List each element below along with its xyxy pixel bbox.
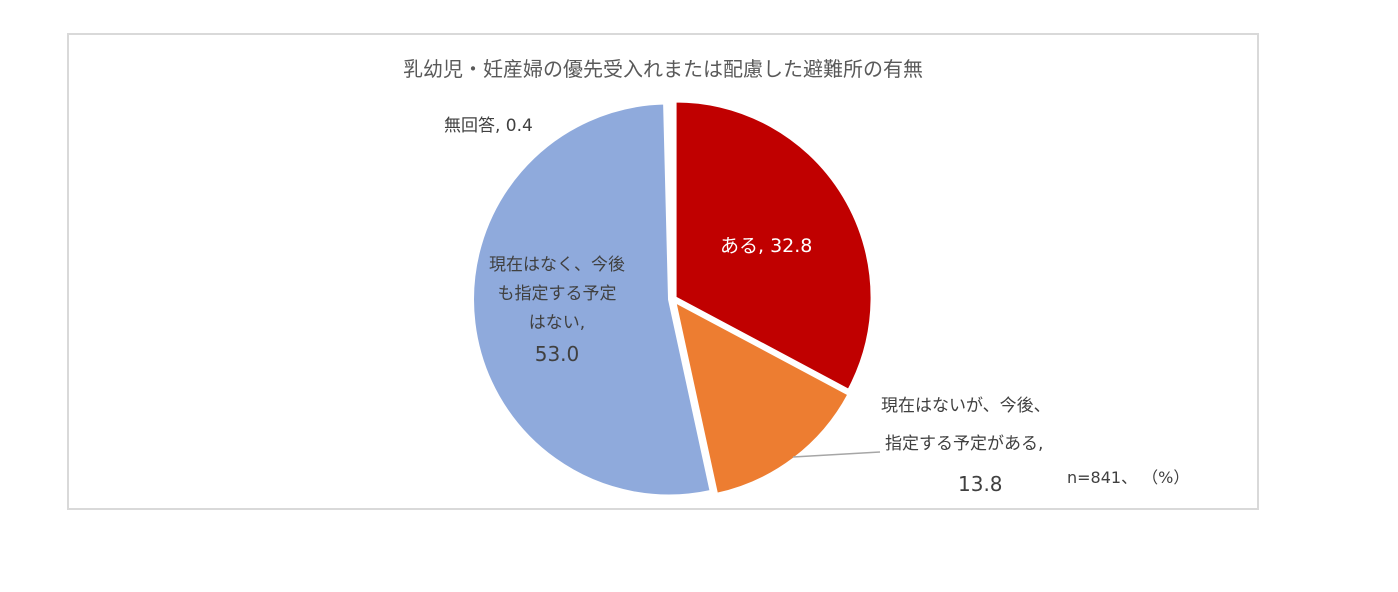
slice-no-answer [667, 101, 674, 300]
slice-yes [674, 100, 873, 392]
label-planned-line1: 現在はないが、今後、 [881, 396, 1051, 416]
sample-size-note: n=841、 （%） [1067, 468, 1190, 487]
label-yes: ある, 32.8 [720, 235, 813, 257]
label-no-answer: 無回答, 0.4 [444, 116, 533, 136]
slice-not-planned [472, 102, 712, 497]
label-not-planned-line3: はない, [528, 313, 586, 333]
label-not-planned: 現在はなく、今後 も指定する予定 はない, 53.0 [472, 255, 642, 366]
chart-title: 乳幼児・妊産婦の優先受入れまたは配慮した避難所の有無 [403, 57, 923, 81]
label-not-planned-line2: も指定する予定 [497, 284, 617, 304]
leader-line [792, 451, 881, 458]
label-planned-line2: 指定する予定がある, [885, 434, 1044, 454]
slice-planned [673, 300, 850, 495]
label-planned-value: 13.8 [958, 472, 1003, 496]
label-not-planned-line1: 現在はなく、今後 [489, 255, 625, 275]
pie-slices [472, 100, 873, 497]
label-not-planned-value: 53.0 [534, 342, 580, 366]
